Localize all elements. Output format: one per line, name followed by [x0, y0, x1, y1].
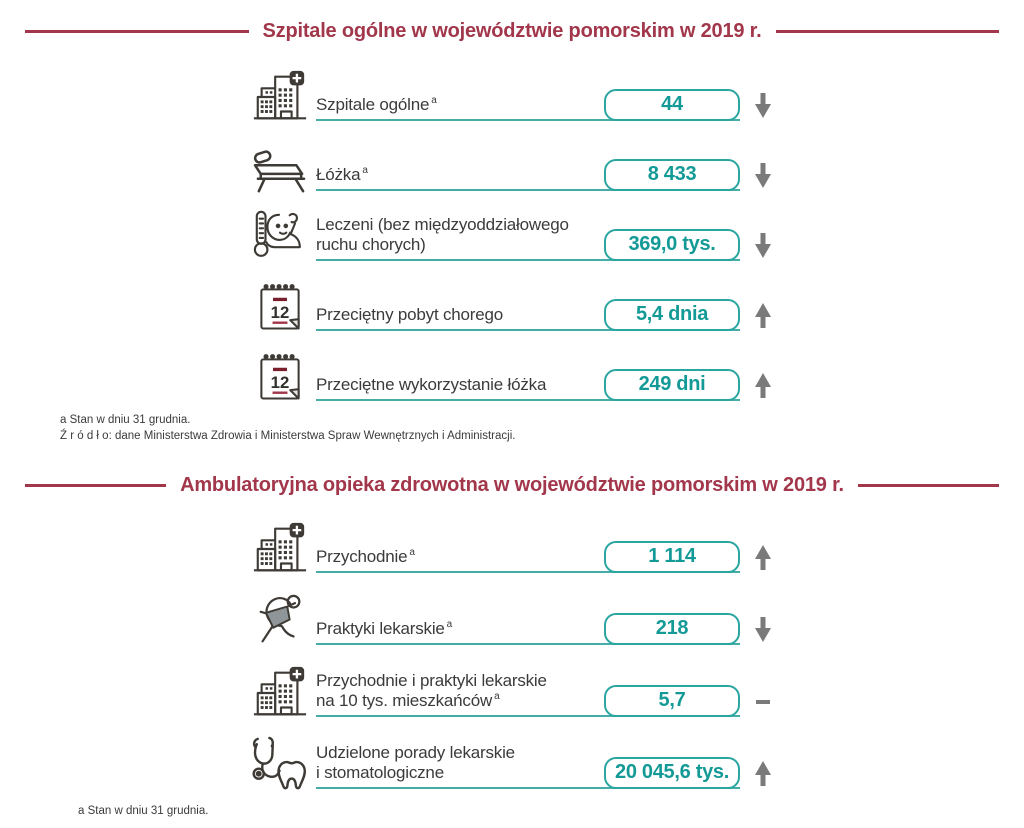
- trend-up-icon: [753, 544, 775, 571]
- indicator-row: Szpitale ogólne a 44: [248, 62, 776, 121]
- indicator-label: Łóżka: [316, 164, 361, 184]
- indicator-row: Przychodnie i praktyki lekarskie na 10 ty…: [248, 658, 776, 718]
- title-rule-left: [25, 483, 167, 487]
- footnote-marker: a: [431, 95, 437, 107]
- hospital-building-icon: [248, 64, 312, 126]
- footnote-marker: a: [362, 165, 368, 177]
- value-box: 249 dni: [604, 369, 740, 401]
- section-title-row: Ambulatoryjna opieka zdrowotna w wojewód…: [25, 470, 999, 500]
- indicator-line: Przeciętny pobyt chorego 5,4 dnia: [316, 299, 740, 331]
- section-title-row: Szpitale ogólne w województwie pomorskim…: [25, 16, 1000, 46]
- indicator-row: 12 Przeciętne wykorzystanie łóżka 249 dni: [248, 342, 776, 401]
- indicator-line: Przychodnie a 1 114: [316, 541, 740, 574]
- indicator-label-block: Przychodnie a: [316, 547, 604, 571]
- trend-down-icon: [753, 162, 775, 189]
- footnotes: a Stan w dniu 31 grudnia.: [78, 803, 1024, 819]
- trend-no-change-icon: [753, 688, 775, 715]
- patient-thermometer-icon: [248, 204, 312, 266]
- footnotes: a Stan w dniu 31 grudnia. Ź r ó d ł o: da…: [60, 412, 1024, 444]
- svg-text:12: 12: [271, 373, 290, 392]
- trend-up-icon: [753, 760, 775, 787]
- indicator-label: ruchu chorych): [316, 234, 426, 254]
- footnote: a Stan w dniu 31 grudnia.: [60, 414, 191, 426]
- trend-down-icon: [753, 92, 775, 119]
- indicator-label-block: Przychodnie i praktyki lekarskie na 10 ty…: [316, 671, 604, 715]
- indicator-row: Przychodnie a 1 114: [248, 514, 776, 574]
- trend-down-icon: [753, 616, 775, 643]
- indicator-label-block: Łóżka a: [316, 165, 604, 189]
- indicator-rows: Szpitale ogólne a 44 Łóżka a 8 433 Leczen: [248, 62, 776, 401]
- indicator-line: Szpitale ogólne a 44: [316, 89, 740, 121]
- title-rule-left: [25, 29, 249, 33]
- title-rule-right: [857, 483, 999, 487]
- clinic-building-icon: [248, 516, 312, 578]
- calendar-icon: 12: [248, 344, 312, 406]
- calendar-icon: 12: [248, 274, 312, 336]
- value-box: 369,0 tys.: [604, 229, 740, 261]
- indicator-row: Leczeni (bez międzyoddziałowego ruchu cho…: [248, 202, 776, 261]
- footnote-marker: a: [494, 691, 500, 703]
- indicator-label: Przychodnie: [316, 547, 408, 567]
- indicator-label: Leczeni (bez międzyoddziałowego: [316, 214, 569, 234]
- footnote: Ź r ó d ł o: dane Ministerstwa Zdrowia i…: [60, 430, 516, 443]
- value-box: 5,4 dnia: [604, 299, 740, 331]
- value-box: 1 114: [604, 541, 740, 574]
- indicator-row: Łóżka a 8 433: [248, 132, 776, 193]
- indicator-line: Łóżka a 8 433: [316, 159, 740, 191]
- section-title: Ambulatoryjna opieka zdrowotna w wojewód…: [180, 473, 844, 496]
- indicator-label: Udzielone porady lekarskie: [316, 743, 515, 763]
- hospital-bed-icon: [248, 134, 312, 196]
- indicator-label: Praktyki lekarskie: [316, 619, 445, 639]
- indicator-label: na 10 tys. mieszkańców: [316, 691, 493, 711]
- indicator-label-block: Praktyki lekarskie a: [316, 619, 604, 643]
- title-rule-right: [775, 29, 1000, 33]
- indicator-label: Przychodnie i praktyki lekarskie: [316, 671, 547, 691]
- indicator-label-block: Przeciętny pobyt chorego: [316, 305, 604, 329]
- footnote: a Stan w dniu 31 grudnia.: [78, 805, 209, 818]
- indicator-row: 12 Przeciętny pobyt chorego 5,4 dnia: [248, 272, 776, 331]
- trend-up-icon: [753, 302, 775, 329]
- indicator-label-block: Szpitale ogólne a: [316, 95, 604, 119]
- trend-down-icon: [753, 232, 775, 259]
- section-hospitals: Szpitale ogólne w województwie pomorskim…: [0, 16, 1024, 444]
- section-outpatient-care: Ambulatoryjna opieka zdrowotna w wojewód…: [0, 470, 1024, 819]
- indicator-label: Przeciętny pobyt chorego: [316, 304, 504, 324]
- indicator-line: Przeciętne wykorzystanie łóżka 249 dni: [316, 369, 740, 401]
- value-box: 20 045,6 tys.: [604, 757, 740, 790]
- indicator-label-block: Udzielone porady lekarskie i stomatologic…: [316, 743, 604, 787]
- indicator-label: i stomatologiczne: [316, 763, 444, 783]
- indicator-label: Przeciętne wykorzystanie łóżka: [316, 374, 547, 394]
- value-box: 8 433: [604, 159, 740, 191]
- masked-doctor-icon: [248, 588, 312, 650]
- value-box: 44: [604, 89, 740, 121]
- indicator-line: Praktyki lekarskie a 218: [316, 613, 740, 646]
- indicator-line: Przychodnie i praktyki lekarskie na 10 ty…: [316, 671, 740, 718]
- svg-text:12: 12: [271, 303, 290, 322]
- clinic-building-icon: [248, 660, 312, 722]
- indicator-row: Udzielone porady lekarskie i stomatologic…: [248, 730, 776, 790]
- indicator-label-block: Przeciętne wykorzystanie łóżka: [316, 375, 604, 399]
- section-title: Szpitale ogólne w województwie pomorskim…: [262, 19, 762, 42]
- indicator-label-block: Leczeni (bez międzyoddziałowego ruchu cho…: [316, 215, 604, 259]
- value-box: 218: [604, 613, 740, 646]
- indicator-rows: Przychodnie a 1 114 Praktyki lekarskie a 218: [248, 514, 776, 790]
- indicator-line: Udzielone porady lekarskie i stomatologic…: [316, 743, 740, 790]
- indicator-line: Leczeni (bez międzyoddziałowego ruchu cho…: [316, 215, 740, 261]
- stethoscope-tooth-icon: [248, 732, 312, 794]
- footnote-marker: a: [409, 547, 415, 559]
- value-box: 5,7: [604, 685, 740, 718]
- footnote-marker: a: [446, 619, 453, 631]
- indicator-label: Szpitale ogólne: [316, 94, 430, 114]
- trend-up-icon: [753, 372, 775, 399]
- indicator-row: Praktyki lekarskie a 218: [248, 586, 776, 646]
